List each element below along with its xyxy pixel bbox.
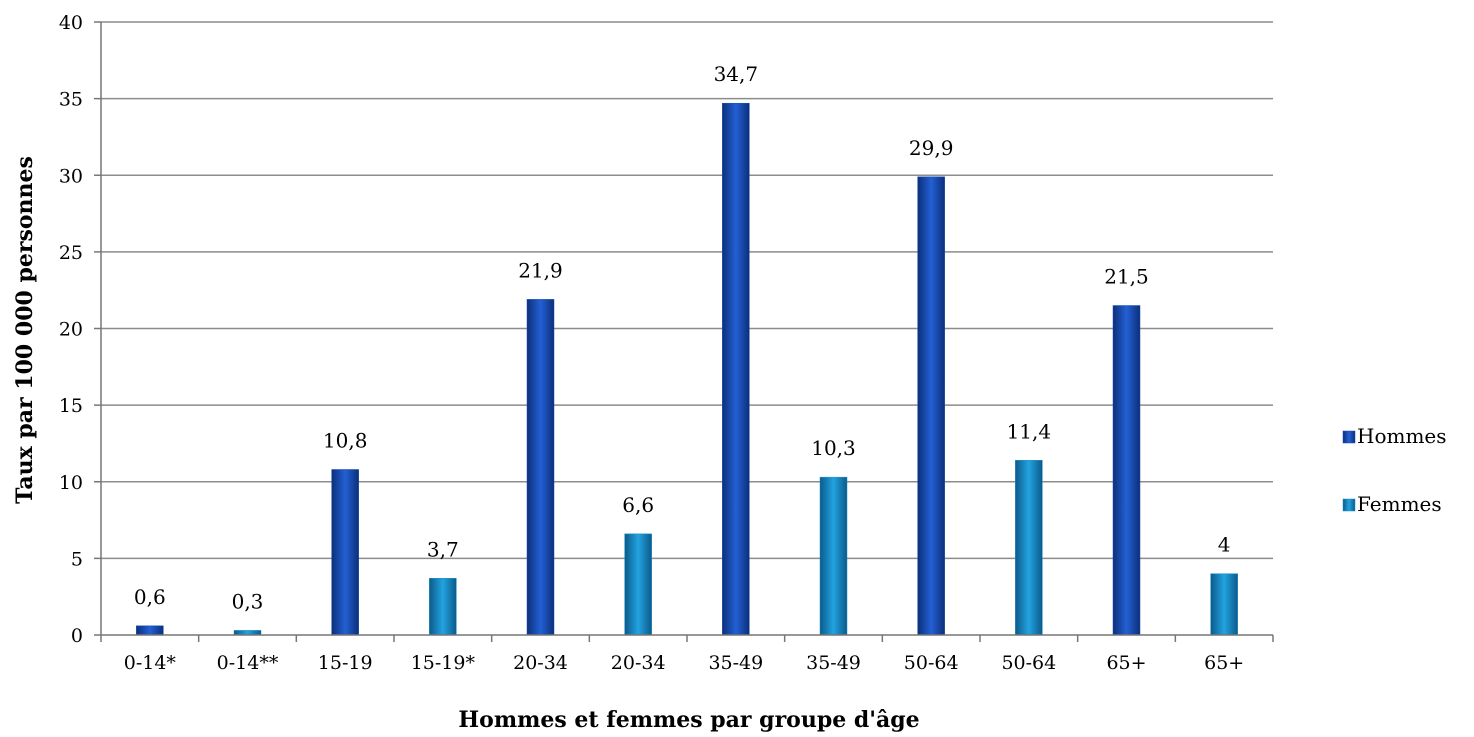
bar-hommes <box>1112 305 1141 636</box>
y-tick-label: 15 <box>59 395 83 417</box>
data-label: 29,9 <box>909 136 954 160</box>
x-tick-labels: 0-14* 0-14** 15-19 15-19* 20-34 20-34 35-49 35-… <box>100 635 1274 674</box>
y-tick-label: 30 <box>59 165 83 187</box>
x-tick-label: 20-34 <box>513 652 568 674</box>
bar-femmes <box>819 476 848 636</box>
data-label: 21,5 <box>1104 265 1149 289</box>
gridlines <box>101 21 1273 560</box>
x-tick-label: 50-64 <box>1001 652 1056 674</box>
x-tick-label: 20-34 <box>611 652 666 674</box>
x-tick-label: 50-64 <box>904 652 959 674</box>
y-tick-label: 40 <box>59 12 83 34</box>
legend-swatch-femmes <box>1342 498 1356 512</box>
bar-hommes <box>917 176 945 636</box>
y-tick-label: 0 <box>71 625 83 647</box>
data-label: 0,3 <box>232 589 264 613</box>
y-tick-label: 5 <box>71 548 83 570</box>
x-tick-label: 0-14** <box>217 652 279 674</box>
data-label: 10,3 <box>811 436 856 460</box>
y-axis-title: Taux par 100 000 personnes <box>12 156 38 504</box>
legend: Hommes Femmes <box>1342 424 1447 516</box>
y-tick-label: 35 <box>59 89 83 111</box>
bar-hommes <box>331 469 359 636</box>
bar-femmes <box>624 533 652 636</box>
x-axis-title: Hommes et femmes par groupe d'âge <box>458 707 919 733</box>
data-label: 10,8 <box>323 428 368 452</box>
bar-femmes <box>1210 573 1238 636</box>
legend-label-hommes: Hommes <box>1357 424 1447 448</box>
bar-femmes <box>429 578 457 636</box>
legend-label-femmes: Femmes <box>1357 492 1442 516</box>
data-labels: 0,6 0,3 10,8 3,7 21,9 6,6 34,7 10,3 29,9 11,4 21,5… <box>134 62 1231 613</box>
bars <box>136 102 1238 636</box>
data-label: 3,7 <box>427 537 459 561</box>
y-tick-labels: 0 5 10 15 20 25 30 35 40 <box>59 12 101 647</box>
x-tick-label: 35-49 <box>708 652 763 674</box>
x-tick-label: 15-19* <box>411 652 476 674</box>
data-label: 6,6 <box>622 493 654 517</box>
data-label: 11,4 <box>1007 419 1052 443</box>
data-label: 21,9 <box>518 258 563 282</box>
bar-hommes <box>526 299 555 636</box>
y-tick-label: 20 <box>59 319 83 341</box>
y-tick-label: 10 <box>59 472 83 494</box>
y-tick-label: 25 <box>59 242 83 264</box>
x-tick-label: 15-19 <box>318 652 373 674</box>
data-label: 0,6 <box>134 585 166 609</box>
data-label: 34,7 <box>714 62 759 86</box>
bar-femmes <box>1015 460 1043 636</box>
x-tick-label: 35-49 <box>806 652 861 674</box>
bar-hommes <box>722 102 750 636</box>
bar-hommes <box>136 625 164 636</box>
x-tick-label: 65+ <box>1106 652 1146 674</box>
data-label: 4 <box>1218 533 1231 557</box>
legend-swatch-hommes <box>1342 430 1356 444</box>
x-tick-label: 65+ <box>1204 652 1244 674</box>
x-tick-label: 0-14* <box>124 652 177 674</box>
